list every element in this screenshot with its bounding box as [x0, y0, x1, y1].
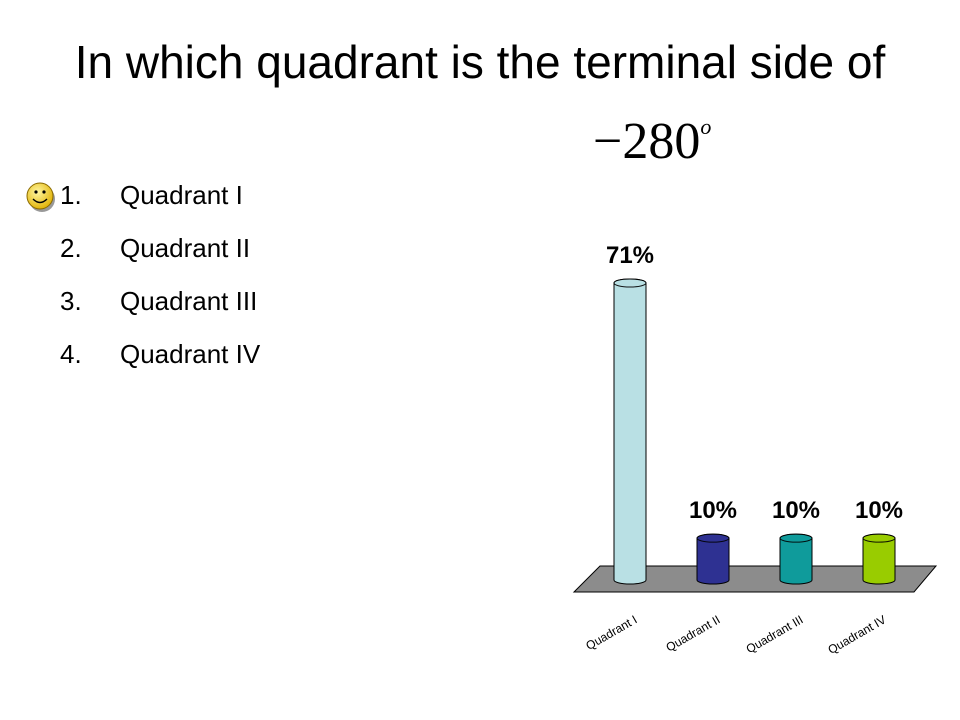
option-label: Quadrant IV [120, 339, 260, 369]
value-label: 71% [606, 242, 654, 269]
option: 2.Quadrant II [60, 233, 250, 264]
value-label: 10% [855, 497, 903, 524]
bar-top [780, 534, 812, 542]
option-number: 1. [60, 180, 120, 211]
option-number: 4. [60, 339, 120, 370]
option-label: Quadrant II [120, 233, 250, 263]
x-tick-label: Quadrant I [583, 612, 639, 652]
option: 1.Quadrant I [60, 180, 243, 211]
option: 3.Quadrant III [60, 286, 257, 317]
bar-top [863, 534, 895, 542]
correct-icon [27, 183, 55, 212]
x-tick-label: Quadrant III [744, 612, 806, 656]
option-label: Quadrant I [120, 180, 243, 210]
option-label: Quadrant III [120, 286, 257, 316]
option: 4.Quadrant IV [60, 339, 260, 370]
x-tick-label: Quadrant IV [825, 612, 888, 656]
bar-top [697, 534, 729, 542]
slide: In which quadrant is the terminal side o… [0, 0, 960, 720]
bar [614, 279, 646, 584]
value-label: 10% [689, 497, 737, 524]
x-tick-label: Quadrant II [663, 612, 722, 654]
bar-top [614, 279, 646, 287]
option-number: 3. [60, 286, 120, 317]
option-number: 2. [60, 233, 120, 264]
value-label: 10% [772, 497, 820, 524]
